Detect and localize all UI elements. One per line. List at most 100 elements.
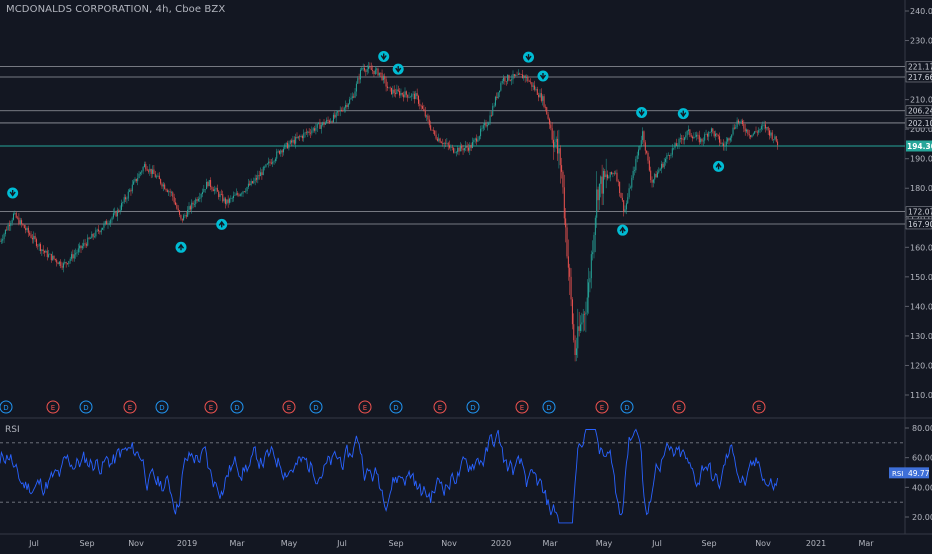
price-tick-label: 110.00 <box>910 391 932 400</box>
candle-body <box>165 189 167 191</box>
candle-body <box>505 81 507 82</box>
candle-body <box>712 128 714 132</box>
candle-body <box>211 187 213 190</box>
candle-body <box>677 145 679 146</box>
earnings-event-icon[interactable] <box>123 400 137 414</box>
candle-body <box>30 234 32 238</box>
candle-body <box>476 138 478 142</box>
candle-body <box>6 229 8 231</box>
dividend-event-icon[interactable] <box>309 400 323 414</box>
candle-body <box>473 139 475 143</box>
candle-body <box>278 150 280 154</box>
candle-body <box>521 74 523 79</box>
candle-body <box>303 133 305 139</box>
candle-body <box>146 169 148 171</box>
candle-body <box>353 96 355 98</box>
arrow-up-icon <box>218 220 225 228</box>
earnings-event-icon[interactable] <box>358 400 372 414</box>
candle-body <box>283 148 284 153</box>
candle-body <box>759 129 761 131</box>
earnings-event-icon[interactable] <box>672 400 686 414</box>
earnings-event-icon[interactable] <box>752 400 766 414</box>
candle-body <box>516 74 518 76</box>
time-tick-label: 2019 <box>177 539 197 548</box>
candle-body <box>566 227 568 257</box>
candle-body <box>766 127 768 129</box>
dividend-event-icon[interactable] <box>620 400 634 414</box>
dividend-event-icon[interactable] <box>155 400 169 414</box>
candle-body <box>775 136 777 142</box>
candle-body <box>589 278 591 283</box>
candle-body <box>291 140 293 143</box>
candle-body <box>256 178 257 180</box>
candle-body <box>431 129 433 131</box>
candle-body <box>763 124 765 126</box>
candle-body <box>554 142 556 148</box>
time-tick-label: Jul <box>336 539 347 548</box>
candle-body <box>382 76 384 81</box>
dividend-event-icon[interactable] <box>230 400 244 414</box>
arrow-up-icon <box>715 162 722 170</box>
candle-body <box>322 122 324 125</box>
candle-body <box>731 134 733 138</box>
candle-body <box>625 203 627 210</box>
earnings-event-icon[interactable] <box>595 400 609 414</box>
candle-body <box>319 122 321 129</box>
dividend-event-icon[interactable] <box>466 400 480 414</box>
earnings-event-icon[interactable] <box>46 400 60 414</box>
candle-body <box>736 120 738 128</box>
dividend-event-icon[interactable] <box>542 400 556 414</box>
earnings-event-icon[interactable] <box>433 400 447 414</box>
candle-body <box>631 178 633 188</box>
candle-body <box>438 138 440 141</box>
candle-body <box>547 114 549 119</box>
candle-body <box>620 193 622 198</box>
candle-body <box>299 136 301 138</box>
candle-body <box>33 235 35 240</box>
candle-body <box>654 174 656 180</box>
dividend-event-icon[interactable] <box>389 400 403 414</box>
time-tick-label: Mar <box>229 539 245 548</box>
candle-body <box>592 252 594 255</box>
earnings-event-icon[interactable] <box>282 400 296 414</box>
rsi-value-tag <box>889 467 929 479</box>
candle-body <box>258 175 260 177</box>
candle-body <box>131 184 133 192</box>
candle-body <box>249 183 251 186</box>
candle-body <box>152 169 154 174</box>
candle-body <box>175 202 176 205</box>
candle-body <box>742 120 743 125</box>
event-label: E <box>600 404 604 412</box>
candle-body <box>138 173 140 179</box>
time-tick-label: Jul <box>28 539 39 548</box>
candle-body <box>280 150 282 154</box>
candle-body <box>351 96 353 98</box>
price-tick-label: 140.00 <box>910 302 932 311</box>
candle-body <box>629 187 631 189</box>
candle-body <box>435 134 437 139</box>
rsi-tick-label: 20.00 <box>912 513 932 522</box>
candle-body <box>219 194 221 197</box>
candle-body <box>391 87 392 95</box>
dividend-event-icon[interactable] <box>79 400 93 414</box>
candle-body <box>450 147 452 148</box>
candle-body <box>334 114 336 118</box>
candle-body <box>769 130 770 136</box>
candle-body <box>315 127 317 131</box>
candle-body <box>349 99 351 104</box>
candle-body <box>191 202 193 210</box>
candle-body <box>331 121 333 123</box>
candle-body <box>15 212 17 218</box>
candle-body <box>83 243 85 247</box>
candle-body <box>14 212 16 214</box>
candle-body <box>308 131 310 133</box>
earnings-event-icon[interactable] <box>515 400 529 414</box>
candle-body <box>401 92 403 95</box>
candle-body <box>176 204 178 209</box>
dividend-event-icon[interactable] <box>0 400 13 414</box>
candle-body <box>72 254 74 259</box>
earnings-event-icon[interactable] <box>204 400 218 414</box>
candle-body <box>121 203 122 210</box>
